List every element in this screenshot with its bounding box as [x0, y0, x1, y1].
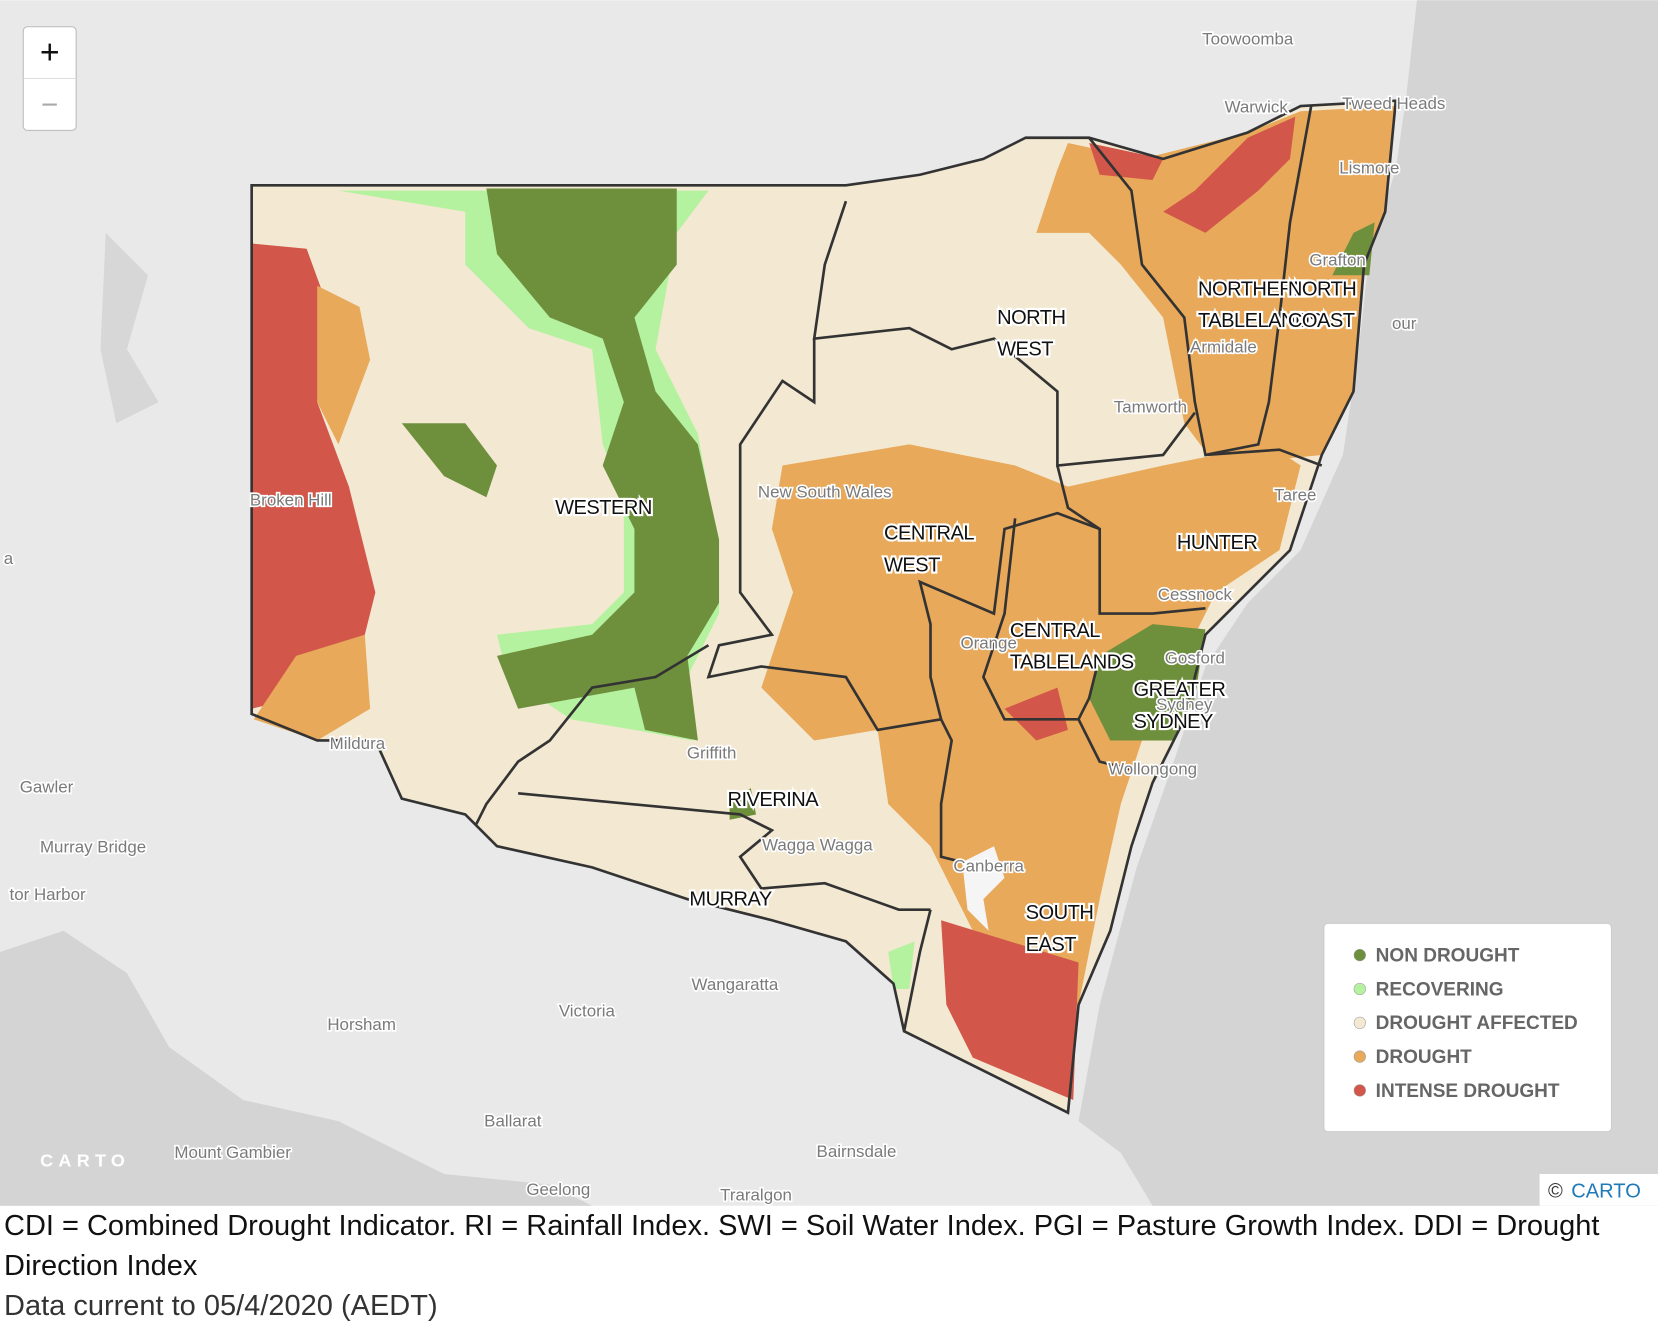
place-label: Bairnsdale: [817, 1142, 897, 1161]
place-label: Horsham: [327, 1015, 396, 1034]
region-label: SYDNEY: [1134, 711, 1214, 733]
boundary: [939, 718, 1143, 864]
attribution-box: [1539, 1173, 1658, 1206]
region-boundaries: [250, 99, 1398, 1115]
place-label: our: [1392, 314, 1417, 333]
region-label: NORTH: [997, 307, 1065, 329]
legend: NON DROUGHT RECOVERING DROUGHT AFFECTED DRO…: [1323, 922, 1613, 1133]
legend-swatch: [1353, 949, 1366, 962]
place-label: Ballarat: [484, 1111, 542, 1130]
place-label: tor Harbor: [10, 885, 86, 904]
non-drought-area: [401, 188, 720, 741]
place-label: Tamworth: [1114, 398, 1187, 417]
boundary: [474, 644, 931, 911]
recovering-area: [888, 941, 915, 989]
place-label: Victoria: [559, 1001, 616, 1020]
region-label: EAST: [1026, 934, 1077, 956]
place-label: Geelong: [526, 1180, 590, 1199]
place-label: Murray Bridge: [40, 838, 146, 857]
region-label: WESTERN: [555, 497, 652, 519]
place-labels: Toowoomba Warwick Tweed Heads Lismore Grafto…: [2, 28, 1447, 1206]
region-label: NORTHERN: [1198, 278, 1307, 300]
sea: [0, 930, 593, 1206]
legend-label: DROUGHT AFFECTED: [1376, 1013, 1578, 1034]
place-label: Grafton: [1309, 251, 1365, 270]
place-label: Warwick: [1225, 97, 1289, 116]
caption-block: CDI = Combined Drought Indicator. RI = R…: [4, 1206, 1604, 1326]
region-label: TABLELANDS: [1010, 652, 1134, 674]
legend-swatch: [1353, 1084, 1366, 1097]
legend-swatch: [1353, 1050, 1366, 1063]
map: Toowoomba Warwick Tweed Heads Lismore Grafto…: [0, 0, 1658, 1206]
legend-box: [1323, 922, 1613, 1133]
legend-items: NON DROUGHT RECOVERING DROUGHT AFFECTED DRO…: [1353, 945, 1578, 1102]
place-label: Wollongong: [1108, 759, 1197, 778]
place-label: Orange: [960, 633, 1016, 652]
region-label: RIVERINA: [727, 789, 819, 811]
boundary: [812, 200, 1196, 467]
place-label: Gosford: [1165, 648, 1225, 667]
region-label: COAST: [1288, 310, 1355, 332]
place-label: Armidale: [1190, 337, 1257, 356]
place-label: Tweed Heads: [1342, 94, 1445, 113]
legend-swatch: [1353, 1016, 1366, 1029]
region-label: WEST: [997, 339, 1053, 361]
date-note: Data current to 05/4/2020 (AEDT): [4, 1290, 438, 1322]
region-label: GREATER: [1134, 679, 1226, 701]
attribution-prefix: ©: [1548, 1180, 1563, 1202]
intense-drought-area: [251, 243, 376, 709]
place-label: New South Wales: [758, 482, 892, 501]
region-label: CENTRAL: [884, 523, 974, 545]
place-label: Wagga Wagga: [762, 835, 873, 854]
region-label: WEST: [884, 554, 940, 576]
region-labels: NORTH WEST NORTHERN TABLELANDS NORTH COAST WES…: [553, 276, 1359, 958]
region-label: CENTRAL: [1010, 620, 1100, 642]
boundary: [706, 338, 1206, 732]
place-label: Griffith: [687, 743, 736, 762]
legend-label: RECOVERING: [1376, 979, 1504, 1000]
carto-logo: CARTO: [40, 1151, 130, 1171]
region-label: TABLELANDS: [1198, 310, 1322, 332]
place-label: Mildura: [330, 734, 386, 753]
legend-label: INTENSE DROUGHT: [1376, 1081, 1560, 1102]
state-border: [250, 99, 1398, 1115]
boundary: [902, 909, 932, 1032]
caption: CDI = Combined Drought Indicator. RI = R…: [4, 1210, 1600, 1282]
region-label: SOUTH: [1026, 902, 1094, 924]
intense-drought-area: [941, 116, 1296, 1100]
region-label: HUNTER: [1177, 532, 1258, 554]
drought-area: [253, 285, 371, 741]
place-label: Toowoomba: [1202, 30, 1294, 49]
place-label: Cessnock: [1158, 585, 1233, 604]
region-label: NORTH: [1288, 278, 1356, 300]
lake: [100, 232, 159, 424]
legend-label: DROUGHT: [1376, 1047, 1473, 1068]
zoom-control: + −: [22, 26, 77, 131]
place-label: Lismore: [1339, 159, 1399, 178]
place-label: Traralgon: [720, 1185, 792, 1204]
boundary: [981, 448, 1323, 721]
legend-swatch: [1353, 982, 1366, 996]
attribution-link[interactable]: CARTO: [1571, 1180, 1641, 1202]
sea: [1078, 0, 1658, 1206]
place-label: Taree: [1274, 485, 1316, 504]
place-label: Canberra: [953, 857, 1024, 876]
act: [962, 846, 1005, 931]
regions-fill: [251, 100, 1396, 1113]
place-label: Mount Gambier: [174, 1143, 291, 1162]
place-label: Sydney: [1156, 695, 1213, 714]
zoom-in[interactable]: +: [40, 34, 60, 72]
place-label: Gawler: [20, 777, 74, 796]
zoom-out[interactable]: −: [41, 88, 58, 121]
drought-area: [1036, 106, 1396, 466]
region-label: MURRAY: [689, 888, 771, 910]
place-label: a: [4, 549, 14, 568]
place-label: Broken Hill: [250, 491, 332, 510]
place-label: Wangaratta: [692, 975, 779, 994]
legend-label: NON DROUGHT: [1376, 945, 1520, 966]
